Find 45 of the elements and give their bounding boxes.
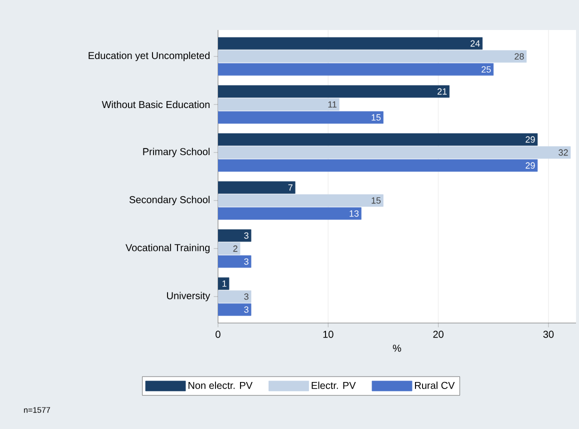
y-tick-label: Education yet Uncompleted	[88, 52, 210, 62]
data-label: 3	[244, 306, 248, 313]
data-label: 3	[244, 232, 248, 239]
bar	[218, 85, 450, 98]
x-axis-title: %	[392, 344, 402, 352]
bar	[218, 194, 384, 207]
bar	[218, 50, 527, 63]
x-tick-label: 0	[216, 330, 220, 338]
data-label: 25	[482, 66, 491, 73]
data-label: 15	[372, 114, 381, 121]
data-label: 15	[372, 197, 381, 204]
y-tick-label: Secondary School	[129, 196, 210, 206]
data-label: 7	[288, 184, 292, 191]
bar	[218, 133, 538, 146]
data-label: 28	[514, 53, 524, 60]
data-label: 29	[526, 136, 535, 143]
legend-label: Non electr. PV	[188, 382, 253, 389]
bar	[218, 242, 240, 255]
y-tick-label: Without Basic Education	[102, 100, 210, 108]
y-tick-label: Primary School	[143, 148, 210, 158]
data-label: 29	[526, 162, 535, 169]
legend-label: Electr. PV	[312, 382, 356, 389]
data-label: 13	[350, 210, 359, 217]
data-label: 24	[470, 40, 480, 47]
data-label: 3	[244, 293, 248, 300]
data-label: 1	[222, 280, 226, 287]
x-tick-label: 30	[543, 330, 554, 338]
bar	[218, 181, 296, 194]
bar	[218, 277, 230, 290]
bar	[218, 229, 252, 242]
bar	[218, 290, 252, 303]
bar	[218, 37, 483, 50]
text: n=1577	[24, 407, 50, 413]
data-label: 3	[244, 258, 248, 265]
data-label: 32	[558, 149, 568, 156]
data-label: 21	[438, 88, 447, 95]
bar	[218, 98, 340, 111]
data-label: 11	[328, 101, 337, 108]
y-tick-label: Vocational Training	[126, 244, 210, 254]
x-tick-label: 20	[433, 330, 444, 338]
legend-label: Rural CV	[415, 382, 455, 389]
bar	[218, 146, 571, 159]
y-tick-label: University	[167, 292, 210, 302]
x-tick-label: 10	[323, 330, 334, 338]
data-label: 2	[233, 245, 238, 252]
